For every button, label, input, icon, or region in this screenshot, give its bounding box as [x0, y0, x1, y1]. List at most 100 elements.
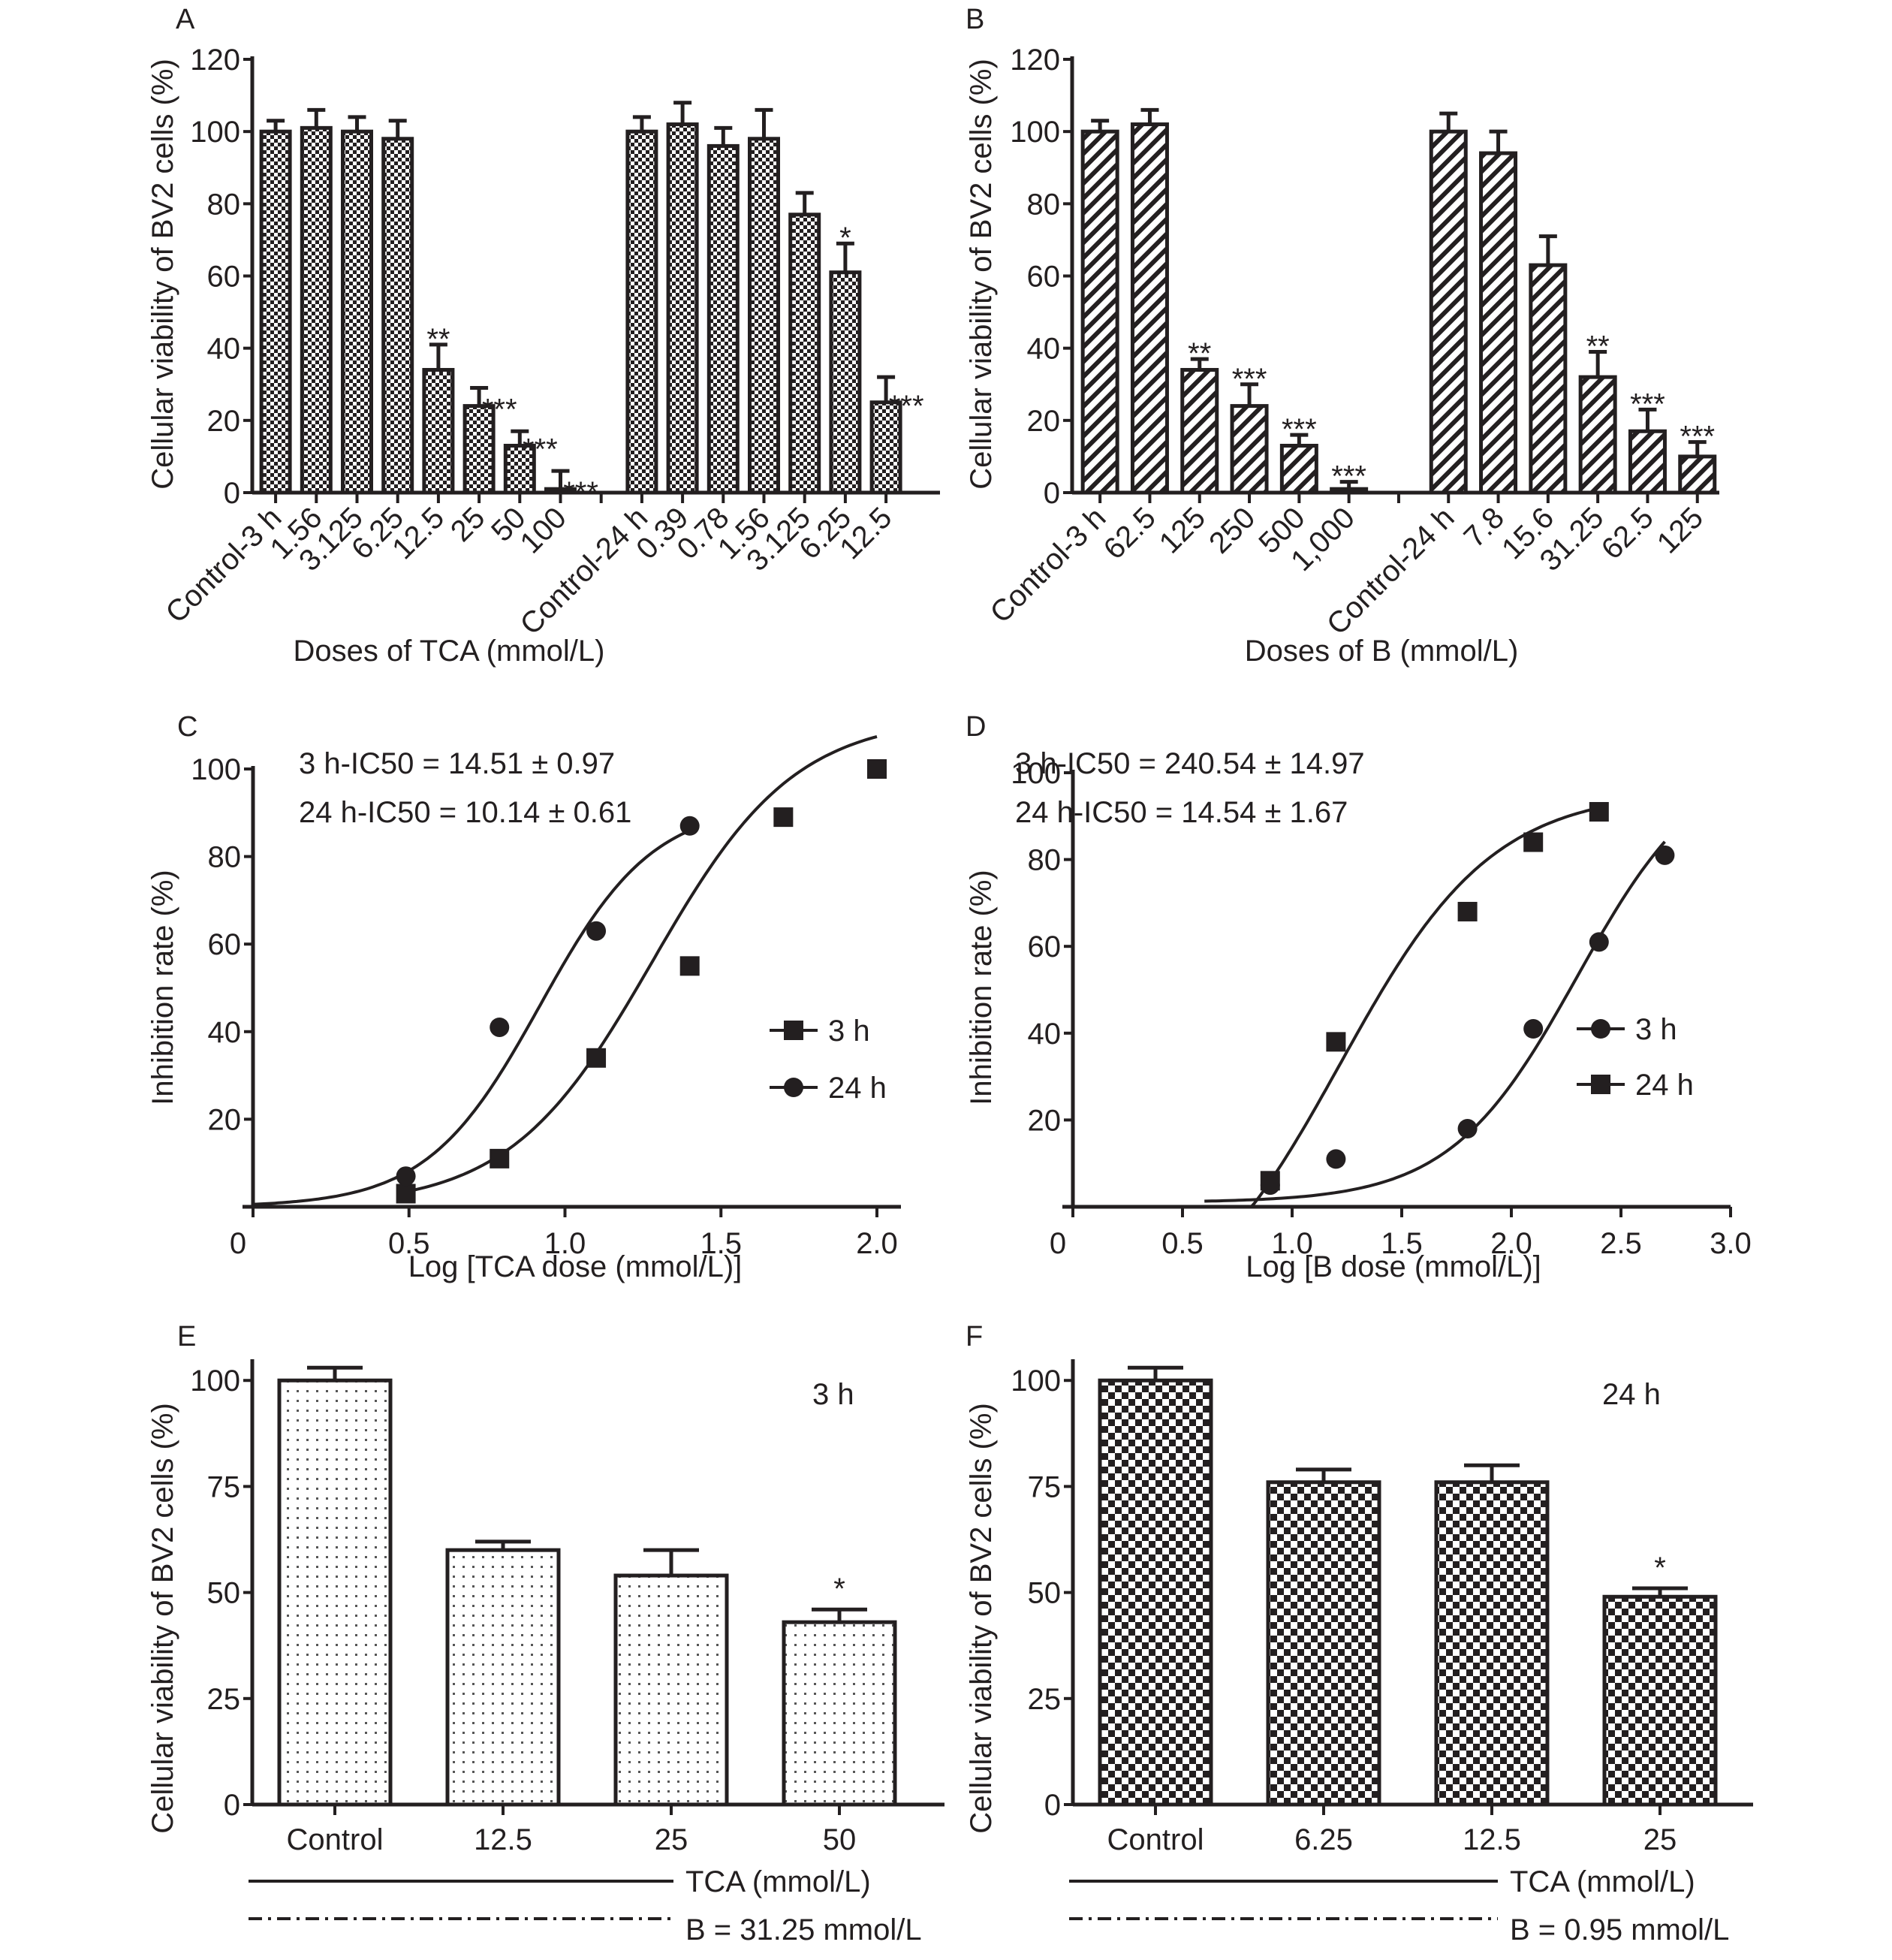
- data-point-circle: [679, 816, 700, 836]
- panel-a-y-tick-label: 40: [207, 333, 241, 366]
- x-tick-label: 12.5: [474, 1823, 532, 1856]
- significance-marker: ***: [1630, 387, 1665, 421]
- panel-a-y-tick-label: 20: [207, 405, 241, 438]
- panel-a-y-tick-label: 0: [224, 477, 240, 510]
- x-tick-label: Control: [1107, 1823, 1204, 1856]
- panel-c-x-tick-label: 1.0: [544, 1227, 586, 1260]
- x-tick-label: 25: [655, 1823, 688, 1856]
- data-point-square: [396, 1184, 416, 1204]
- panel-d-x-tick-label: 0.5: [1161, 1227, 1204, 1260]
- panel-b-y-tick-label: 120: [1010, 44, 1060, 77]
- fit-curve-24h: [252, 829, 691, 1206]
- significance-marker: **: [1586, 330, 1610, 363]
- fit-curve-24h: [1226, 806, 1600, 1208]
- legend-label-tca: TCA (mmol/L): [1510, 1865, 1695, 1898]
- panel-c-x-tick-label: 0.5: [388, 1227, 430, 1260]
- panel-a: A Cellular viability of BV2 cells (%) Do…: [146, 4, 940, 668]
- panel-e-y-tick-label: 25: [207, 1683, 241, 1716]
- panel-d-y-tick-label: 40: [1028, 1018, 1062, 1051]
- panel-e-y-tick-label: 75: [207, 1470, 241, 1503]
- panel-a-ylabel: Cellular viability of BV2 cells (%): [146, 59, 179, 490]
- panel-f-plot: 0 25 50 75 100 Control 6.25 12.5 25 * TCA (mmol/L)…: [1011, 1359, 1753, 1946]
- bar: [1529, 263, 1568, 495]
- x-tick-label: Control-3 h: [159, 501, 288, 629]
- bar: [1266, 1480, 1381, 1807]
- panel-f-y-tick-label: 50: [1028, 1577, 1062, 1610]
- panel-letter-b: B: [966, 4, 984, 35]
- bar: [613, 1573, 729, 1807]
- data-point-circle: [490, 1017, 510, 1037]
- panel-e-ylabel: Cellular viability of BV2 cells (%): [146, 1403, 179, 1834]
- bar: [666, 122, 699, 495]
- panel-b-y-tick-label: 20: [1027, 405, 1061, 438]
- panel-e-plot: 0 25 50 75 100 Control 12.5 25 50 * TCA (mmol/L) B …: [190, 1359, 944, 1946]
- data-point-square: [1326, 1032, 1346, 1052]
- panel-b-xlabel: Doses of B (mmol/L): [1245, 635, 1519, 668]
- panel-d-ylabel: Inhibition rate (%): [965, 870, 998, 1105]
- significance-marker: *: [839, 222, 851, 255]
- data-point-square: [1457, 901, 1478, 921]
- significance-marker: **: [1188, 337, 1211, 370]
- panel-f-ylabel: Cellular viability of BV2 cells (%): [965, 1403, 998, 1834]
- legend-marker-square: [784, 1021, 803, 1040]
- x-tick-label: 125: [1651, 501, 1710, 559]
- panel-d-x-tick-label: 2.0: [1490, 1227, 1532, 1260]
- panel-c-ylabel: Inhibition rate (%): [146, 870, 179, 1105]
- panel-e: E Cellular viability of BV2 cells (%) 3 …: [146, 1321, 944, 1946]
- panel-letter-d: D: [966, 711, 986, 743]
- significance-marker: *: [833, 1573, 845, 1606]
- legend-label: 3 h: [1635, 1013, 1677, 1046]
- legend-marker-circle: [1591, 1019, 1610, 1039]
- panel-d-y-tick-label: 80: [1028, 844, 1062, 877]
- panel-c-y-tick-label: 100: [191, 753, 241, 786]
- legend-label: 24 h: [1635, 1069, 1694, 1102]
- bar: [462, 404, 496, 495]
- legend-label: 24 h: [828, 1072, 887, 1105]
- panel-d-ic50-24h: 24 h-IC50 = 14.54 ± 1.67: [1015, 796, 1348, 829]
- fit-curve-3h: [1204, 840, 1666, 1203]
- data-point-square: [1589, 802, 1609, 822]
- bar: [1479, 151, 1518, 495]
- data-point-circle: [1457, 1118, 1478, 1138]
- bar: [1602, 1594, 1718, 1807]
- panel-f-y-tick-label: 0: [1044, 1789, 1061, 1822]
- bar: [341, 129, 373, 495]
- x-tick-label: 125: [1153, 501, 1212, 559]
- x-tick-label: 25: [1643, 1823, 1677, 1856]
- panel-letter-c: C: [177, 711, 197, 743]
- significance-marker: ***: [523, 433, 558, 466]
- panel-b-y-tick-label: 0: [1044, 477, 1060, 510]
- x-tick-label: Control: [287, 1823, 384, 1856]
- bar: [788, 213, 821, 495]
- panel-a-y-tick-label: 100: [190, 116, 240, 149]
- legend-marker-circle: [784, 1078, 803, 1097]
- panel-d-plot: 20 40 60 80 100 0 0.5 1.0 1.5 2.0 2.5 3.0 3 h 24 h: [1011, 757, 1752, 1260]
- data-point-circle: [396, 1166, 416, 1187]
- bar: [782, 1620, 897, 1807]
- significance-marker: ***: [889, 390, 924, 423]
- bar: [1180, 368, 1219, 495]
- significance-marker: ***: [1282, 413, 1317, 446]
- significance-marker: ***: [1331, 460, 1366, 493]
- panel-d-x-tick-label: 1.5: [1381, 1227, 1423, 1260]
- data-point-square: [773, 807, 794, 828]
- panel-a-y-tick-label: 120: [190, 44, 240, 77]
- x-tick-label: 250: [1203, 501, 1261, 559]
- x-tick-label: 62.5: [1098, 501, 1162, 565]
- panel-f: F Cellular viability of BV2 cells (%) 24…: [965, 1321, 1753, 1946]
- panel-c-x-tick-label: 0: [230, 1227, 246, 1260]
- panel-c-x-tick-label: 1.5: [700, 1227, 742, 1260]
- panel-d-y-tick-label: 60: [1028, 930, 1062, 963]
- x-tick-label: 62.5: [1595, 501, 1660, 565]
- panel-d: D Inhibition rate (%) Log [B dose (mmol/…: [965, 711, 1752, 1283]
- data-point-circle: [586, 921, 607, 941]
- bar: [706, 143, 740, 495]
- panel-a-y-tick-label: 60: [207, 261, 241, 294]
- panel-e-y-tick-label: 0: [224, 1789, 240, 1822]
- panel-f-y-tick-label: 75: [1028, 1470, 1062, 1503]
- panel-e-time-label: 3 h: [812, 1378, 854, 1411]
- x-tick-label: 6.25: [1294, 1823, 1353, 1856]
- bar: [259, 129, 292, 495]
